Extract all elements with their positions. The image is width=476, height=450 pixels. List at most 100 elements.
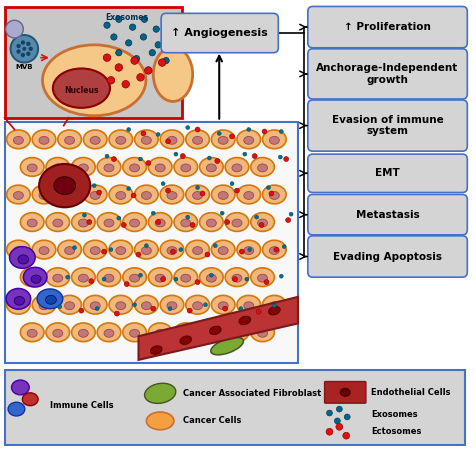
Ellipse shape bbox=[207, 329, 216, 337]
Ellipse shape bbox=[237, 185, 260, 204]
Ellipse shape bbox=[7, 295, 30, 314]
Circle shape bbox=[127, 127, 130, 131]
Ellipse shape bbox=[150, 346, 162, 354]
Ellipse shape bbox=[104, 274, 114, 282]
Ellipse shape bbox=[218, 192, 228, 199]
Circle shape bbox=[103, 54, 111, 61]
Circle shape bbox=[26, 52, 30, 56]
Circle shape bbox=[133, 55, 139, 62]
Circle shape bbox=[101, 249, 107, 254]
Ellipse shape bbox=[174, 268, 198, 287]
Ellipse shape bbox=[186, 185, 209, 204]
Polygon shape bbox=[139, 297, 298, 360]
Ellipse shape bbox=[155, 164, 165, 172]
Ellipse shape bbox=[129, 274, 139, 282]
Circle shape bbox=[230, 182, 234, 185]
Ellipse shape bbox=[31, 275, 41, 284]
Text: Evasion of immune
system: Evasion of immune system bbox=[332, 115, 444, 136]
Circle shape bbox=[131, 57, 139, 64]
FancyBboxPatch shape bbox=[308, 49, 467, 99]
Circle shape bbox=[151, 211, 155, 215]
Circle shape bbox=[109, 248, 113, 252]
Circle shape bbox=[163, 18, 169, 24]
Ellipse shape bbox=[7, 185, 30, 204]
Circle shape bbox=[114, 311, 119, 316]
Circle shape bbox=[124, 282, 129, 287]
Ellipse shape bbox=[83, 240, 107, 259]
Circle shape bbox=[140, 34, 147, 40]
Circle shape bbox=[16, 44, 21, 48]
Ellipse shape bbox=[39, 192, 49, 199]
Ellipse shape bbox=[46, 268, 69, 287]
Circle shape bbox=[213, 244, 217, 248]
Ellipse shape bbox=[90, 247, 100, 255]
Ellipse shape bbox=[58, 130, 81, 148]
Ellipse shape bbox=[186, 130, 209, 148]
Ellipse shape bbox=[141, 192, 151, 199]
Ellipse shape bbox=[42, 45, 146, 116]
Ellipse shape bbox=[104, 219, 114, 227]
Text: Exosomes: Exosomes bbox=[105, 13, 148, 22]
Ellipse shape bbox=[258, 274, 268, 282]
Ellipse shape bbox=[46, 295, 56, 304]
Ellipse shape bbox=[27, 164, 37, 172]
Text: Exosomes: Exosomes bbox=[371, 410, 417, 419]
Circle shape bbox=[243, 152, 247, 156]
Ellipse shape bbox=[155, 274, 165, 282]
FancyBboxPatch shape bbox=[308, 194, 467, 235]
Ellipse shape bbox=[53, 274, 63, 282]
Ellipse shape bbox=[39, 302, 49, 310]
Ellipse shape bbox=[116, 302, 126, 310]
Ellipse shape bbox=[237, 130, 260, 148]
Ellipse shape bbox=[207, 164, 216, 172]
Ellipse shape bbox=[181, 329, 191, 337]
Bar bbox=[5, 122, 298, 363]
Ellipse shape bbox=[268, 306, 280, 315]
Ellipse shape bbox=[32, 185, 56, 204]
Ellipse shape bbox=[123, 213, 147, 231]
Ellipse shape bbox=[141, 302, 151, 310]
Ellipse shape bbox=[199, 268, 223, 287]
Ellipse shape bbox=[116, 192, 126, 199]
Ellipse shape bbox=[239, 316, 250, 324]
Ellipse shape bbox=[10, 247, 35, 268]
Ellipse shape bbox=[149, 323, 172, 342]
Circle shape bbox=[223, 306, 228, 311]
Text: Nucleus: Nucleus bbox=[64, 86, 99, 94]
Ellipse shape bbox=[193, 192, 203, 199]
Text: Cancer Associated Fibroblast: Cancer Associated Fibroblast bbox=[183, 389, 321, 398]
Circle shape bbox=[229, 134, 235, 139]
Circle shape bbox=[111, 157, 116, 162]
Ellipse shape bbox=[20, 213, 44, 231]
Ellipse shape bbox=[39, 164, 90, 207]
Ellipse shape bbox=[218, 302, 228, 310]
FancyBboxPatch shape bbox=[161, 14, 278, 53]
Ellipse shape bbox=[14, 297, 25, 305]
Circle shape bbox=[286, 218, 291, 223]
Circle shape bbox=[146, 161, 151, 166]
Ellipse shape bbox=[8, 402, 25, 416]
Ellipse shape bbox=[79, 164, 89, 172]
Ellipse shape bbox=[174, 158, 198, 176]
Ellipse shape bbox=[193, 302, 203, 310]
Ellipse shape bbox=[97, 158, 121, 176]
Ellipse shape bbox=[199, 158, 223, 176]
Ellipse shape bbox=[211, 240, 235, 259]
Circle shape bbox=[215, 158, 220, 163]
Ellipse shape bbox=[79, 219, 89, 227]
Ellipse shape bbox=[13, 136, 23, 144]
Circle shape bbox=[336, 423, 343, 430]
Ellipse shape bbox=[251, 213, 274, 231]
Circle shape bbox=[174, 277, 178, 281]
Circle shape bbox=[195, 127, 200, 132]
Circle shape bbox=[87, 220, 92, 225]
Circle shape bbox=[200, 191, 205, 196]
Ellipse shape bbox=[181, 274, 191, 282]
Ellipse shape bbox=[79, 329, 89, 337]
Circle shape bbox=[141, 131, 146, 136]
Circle shape bbox=[233, 277, 238, 282]
Circle shape bbox=[343, 432, 350, 439]
Circle shape bbox=[195, 279, 200, 284]
Circle shape bbox=[141, 16, 148, 22]
Ellipse shape bbox=[160, 130, 184, 148]
